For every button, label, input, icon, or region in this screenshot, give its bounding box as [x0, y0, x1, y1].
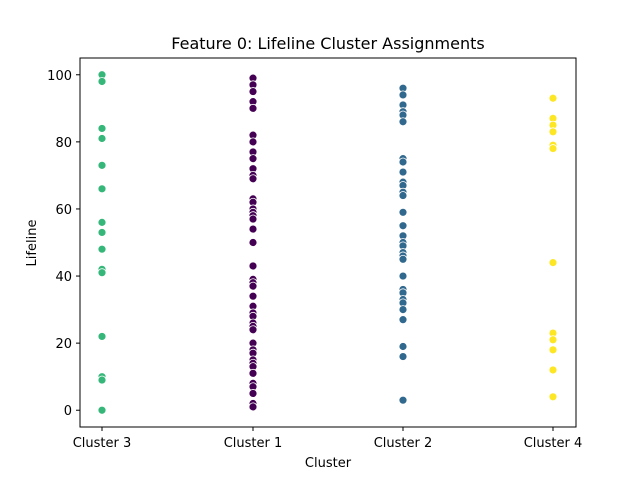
data-point [97, 332, 107, 341]
data-point [398, 395, 408, 405]
data-point [398, 254, 408, 264]
data-point [248, 224, 258, 234]
data-point [398, 167, 408, 177]
data-point [398, 157, 408, 167]
y-tick-label: 20 [55, 337, 72, 352]
data-point [548, 392, 558, 402]
data-point [248, 291, 258, 301]
x-tick-label: Cluster 1 [224, 436, 283, 451]
data-point [398, 352, 408, 361]
data-point [398, 305, 408, 314]
data-point [248, 389, 258, 398]
plot-frame [79, 57, 577, 428]
y-tick-label: 100 [47, 69, 72, 84]
data-point [548, 345, 558, 355]
data-point [398, 342, 408, 351]
data-point [398, 271, 408, 281]
data-point [97, 124, 107, 133]
data-point [97, 228, 107, 237]
data-point [248, 261, 258, 271]
data-point [97, 244, 107, 254]
data-point [97, 217, 107, 227]
data-point [248, 154, 258, 164]
data-point [548, 365, 558, 375]
y-axis: 0 20 40 60 80 100 [47, 69, 80, 419]
data-point [97, 268, 107, 278]
data-point [398, 117, 408, 127]
data-point [248, 281, 258, 291]
data-point [548, 127, 558, 137]
data-point [97, 184, 107, 194]
data-point [398, 90, 408, 100]
x-axis: Cluster 3 Cluster 1 Cluster 2 Cluster 4 [73, 427, 583, 451]
y-axis-label: Lifeline [25, 220, 40, 267]
data-point [398, 207, 408, 217]
data-point [248, 174, 258, 184]
y-tick-label: 80 [55, 136, 72, 151]
chart-title: Feature 0: Lifeline Cluster Assignments [171, 34, 484, 53]
data-point [248, 368, 258, 378]
data-point [248, 214, 258, 224]
data-point [248, 137, 258, 147]
data-point [248, 103, 258, 113]
data-point [97, 77, 107, 86]
data-point [97, 375, 107, 385]
data-point [97, 160, 107, 170]
y-tick-label: 40 [55, 270, 72, 285]
data-point [398, 221, 408, 231]
data-point [97, 134, 107, 143]
x-axis-label: Cluster [305, 456, 352, 471]
y-tick-label: 0 [64, 404, 72, 419]
data-point [548, 335, 558, 345]
data-point [548, 258, 558, 268]
data-point [548, 144, 558, 153]
data-point [248, 325, 258, 335]
data-point [248, 402, 258, 412]
x-tick-label: Cluster 3 [73, 436, 132, 451]
x-tick-label: Cluster 4 [524, 436, 583, 451]
data-points [97, 70, 558, 415]
data-point [398, 191, 408, 200]
data-point [548, 93, 558, 103]
data-point [248, 238, 258, 247]
data-point [97, 405, 107, 415]
x-tick-label: Cluster 2 [374, 436, 433, 451]
data-point [248, 87, 258, 96]
data-point [398, 315, 408, 325]
y-tick-label: 60 [55, 203, 72, 218]
